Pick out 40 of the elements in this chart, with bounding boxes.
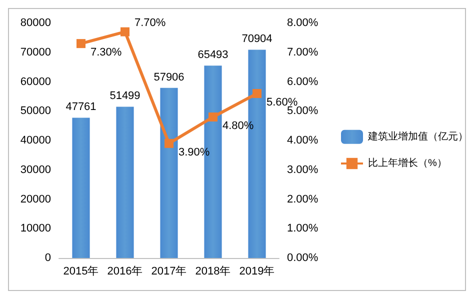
bar [116, 106, 134, 258]
data-label: 47761 [66, 101, 96, 114]
data-label: 65493 [198, 49, 228, 62]
bar [160, 88, 178, 258]
x-tick-label: 2018年 [195, 266, 231, 278]
y2-tick-label: 4.00% [287, 134, 318, 146]
x-tick-label: 2016年 [107, 266, 143, 278]
x-tick-label: 2017年 [151, 266, 187, 278]
y2-tick-label: 3.00% [287, 164, 318, 176]
y2-tick-label: 7.00% [287, 46, 318, 58]
point [120, 27, 130, 36]
data-label: 51499 [110, 90, 140, 102]
y2-tick-label: 5.00% [287, 105, 318, 118]
point [208, 112, 218, 122]
y-tick-label: 80000 [20, 17, 51, 29]
y2-tick-label: 0.00% [287, 252, 318, 264]
y2-tick-label: 6.00% [287, 76, 318, 88]
y2-tick-label: 8.00% [287, 17, 318, 29]
y-tick-label: 10000 [20, 222, 51, 235]
bar [72, 118, 90, 258]
y-tick-label: 50000 [20, 105, 51, 118]
legend-label: 比上年增长（%） [368, 157, 447, 169]
data-label: 7.70% [134, 16, 166, 29]
y2-tick-label: 1.00% [287, 222, 318, 235]
point [164, 138, 174, 148]
y-tick-label: 0 [44, 252, 51, 264]
data-label: 57906 [154, 71, 184, 84]
y-tick-label: 60000 [20, 76, 51, 88]
data-label: 7.30% [90, 46, 122, 59]
data-label: 70904 [242, 33, 272, 46]
y-tick-label: 40000 [20, 134, 51, 146]
y-tick-label: 70000 [20, 46, 51, 58]
x-tick-label: 2015年 [63, 266, 99, 278]
y-tick-label: 30000 [20, 164, 51, 176]
point [76, 39, 86, 48]
y2-tick-label: 2.00% [287, 193, 318, 206]
x-tick-label: 2019年 [239, 266, 275, 278]
legend-label: 建筑业增加值（亿元） [367, 130, 468, 142]
y-tick-label: 20000 [20, 193, 51, 206]
point [252, 89, 262, 98]
